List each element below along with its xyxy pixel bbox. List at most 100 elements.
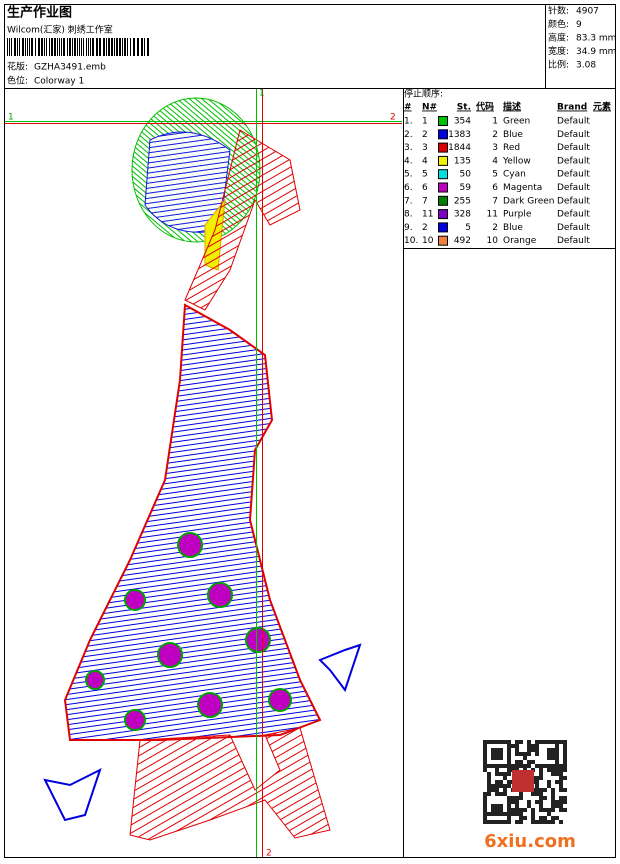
qr-cell — [547, 748, 551, 752]
face — [184, 129, 301, 311]
brand: Default — [557, 236, 590, 246]
qr-cell — [503, 812, 507, 816]
qr-cell — [495, 792, 499, 796]
qr-cell — [551, 764, 555, 768]
bar-stripe — [92, 38, 94, 56]
color-swatch — [438, 182, 448, 193]
qr-cell — [527, 740, 531, 744]
color-swatch — [438, 235, 448, 246]
qr-cell — [491, 756, 495, 760]
description: Blue — [503, 130, 523, 140]
code: 11 — [487, 210, 498, 220]
qr-cell — [547, 752, 551, 756]
qr-cell — [555, 756, 559, 760]
qr-cell — [499, 804, 503, 808]
qr-cell — [523, 816, 527, 820]
qr-cell — [563, 808, 567, 812]
code: 2 — [492, 223, 498, 233]
qr-cell — [535, 752, 539, 756]
stitches: 354 — [454, 117, 471, 127]
qr-cell — [563, 744, 567, 748]
qr-cell — [551, 788, 555, 792]
brand: Default — [557, 210, 590, 220]
qr-cell — [503, 776, 507, 780]
qr-cell — [539, 792, 543, 796]
qr-cell — [507, 804, 511, 808]
stitches: 1383 — [448, 130, 471, 140]
qr-cell — [551, 820, 555, 824]
qr-cell — [551, 808, 555, 812]
qr-cell — [495, 756, 499, 760]
colorway: Colorway 1 — [34, 77, 84, 87]
qr-cell — [483, 756, 487, 760]
qr-cell — [555, 816, 559, 820]
bar-stripe — [77, 38, 78, 56]
qr-cell — [487, 820, 491, 824]
code: 4 — [492, 156, 498, 166]
embroidery — [43, 97, 362, 841]
brand: Default — [557, 196, 590, 206]
qr-cell — [495, 780, 499, 784]
bar-stripe — [54, 38, 56, 56]
qr-cell — [559, 784, 563, 788]
stat-label: 高度: — [548, 32, 569, 44]
qr-cell — [535, 800, 539, 804]
column-header: 元素 — [593, 101, 611, 113]
qr-cell — [539, 776, 543, 780]
qr-cell — [519, 796, 523, 800]
qr-cell — [527, 804, 531, 808]
bar-stripe — [81, 38, 82, 56]
qr-cell — [547, 820, 551, 824]
bar-stripe — [119, 38, 121, 56]
qr-cell — [519, 816, 523, 820]
qr-cell — [503, 788, 507, 792]
stitches: 59 — [460, 183, 472, 193]
design: GZHA3491.emb — [34, 63, 106, 73]
needle: 5 — [422, 170, 428, 180]
marker: 1 — [8, 113, 14, 123]
qr-cell — [547, 784, 551, 788]
qr-cell — [559, 740, 563, 744]
stitches: 328 — [454, 210, 471, 220]
qr-cell — [515, 740, 519, 744]
border — [4, 4, 616, 858]
stat-value: 83.3 mm — [576, 34, 616, 44]
title: 生产作业图 — [7, 5, 72, 21]
qr-cell — [555, 744, 559, 748]
stat-value: 4907 — [576, 7, 599, 17]
sequence-title: 停止顺序: — [404, 88, 443, 100]
row-index: 3. — [404, 143, 413, 153]
qr-cell — [527, 760, 531, 764]
qr-cell — [515, 748, 519, 752]
bar-stripe — [41, 38, 43, 56]
stitches: 255 — [454, 196, 471, 206]
qr-cell — [563, 752, 567, 756]
qr-cell — [491, 804, 495, 808]
bar-stripe — [130, 38, 131, 56]
qr-cell — [499, 772, 503, 776]
qr-cell — [483, 820, 487, 824]
qr-cell — [535, 784, 539, 788]
brand: Default — [557, 117, 590, 127]
qr-cell — [551, 800, 555, 804]
bar-stripe — [25, 38, 26, 56]
qr-cell — [531, 748, 535, 752]
color-swatch — [438, 169, 448, 180]
qr-cell — [559, 804, 563, 808]
bar-stripe — [9, 38, 10, 56]
qr-cell — [543, 788, 547, 792]
qr-cell — [487, 776, 491, 780]
bar-stripe — [96, 38, 98, 56]
qr-cell — [539, 816, 543, 820]
row-index: 6. — [404, 183, 413, 193]
qr-cell — [487, 740, 491, 744]
qr-cell — [547, 756, 551, 760]
qr-cell — [511, 808, 515, 812]
bar-stripe — [99, 38, 101, 56]
qr-cell — [563, 760, 567, 764]
bar-stripe — [14, 38, 16, 56]
qr-cell — [559, 768, 563, 772]
qr-cell — [507, 820, 511, 824]
qr-cell — [555, 740, 559, 744]
qr-cell — [495, 820, 499, 824]
